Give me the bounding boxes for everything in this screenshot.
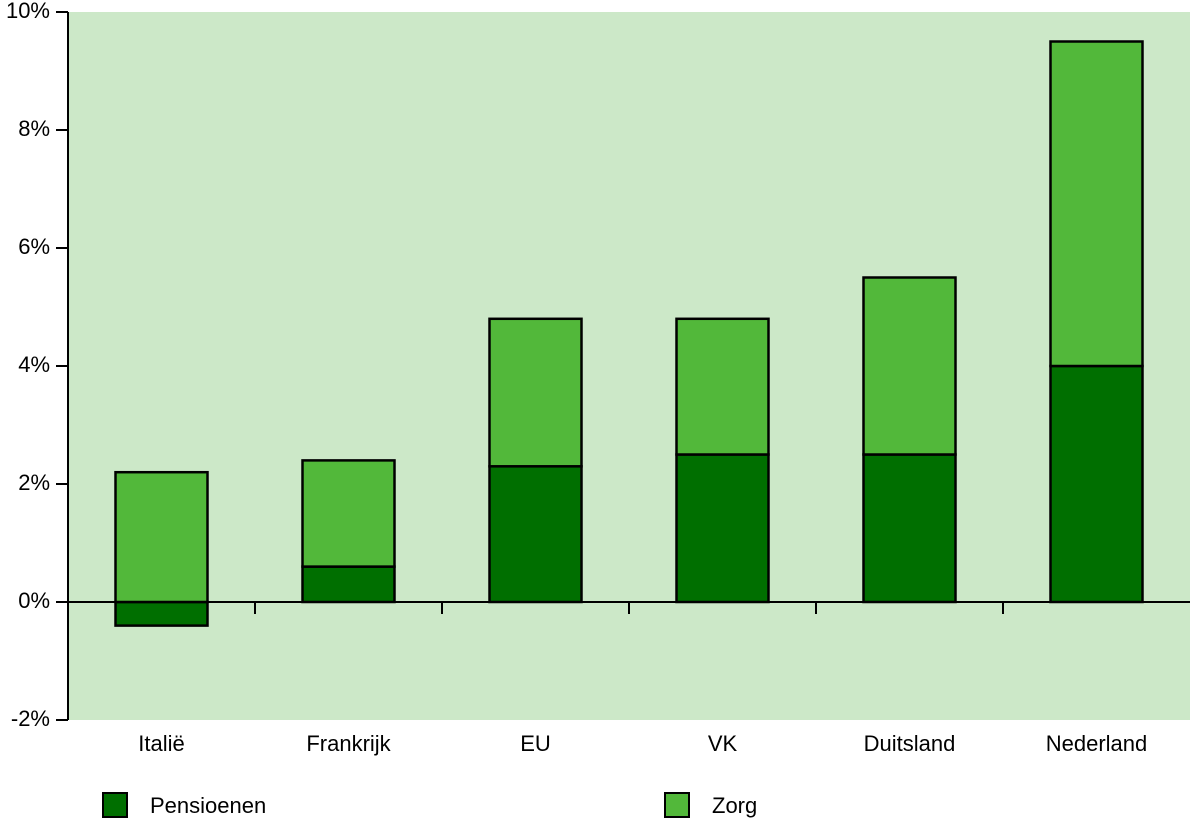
bar bbox=[1049, 364, 1144, 604]
legend-swatch bbox=[664, 792, 690, 818]
x-tick-label: Italië bbox=[138, 731, 184, 756]
x-tick-label: Nederland bbox=[1046, 731, 1148, 756]
bar bbox=[488, 465, 583, 604]
bar bbox=[301, 459, 396, 568]
bar bbox=[675, 453, 770, 604]
x-tick-label: Frankrijk bbox=[306, 731, 391, 756]
bar bbox=[675, 317, 770, 456]
bar bbox=[1049, 40, 1144, 368]
bar bbox=[862, 453, 957, 604]
bar bbox=[301, 565, 396, 604]
bar bbox=[862, 276, 957, 456]
bar bbox=[488, 317, 583, 468]
y-tick-label: 8% bbox=[18, 116, 50, 141]
y-tick-label: 10% bbox=[6, 0, 50, 23]
y-tick-label: -2% bbox=[11, 706, 50, 731]
y-tick-label: 6% bbox=[18, 234, 50, 259]
y-tick-label: 2% bbox=[18, 470, 50, 495]
legend-swatch bbox=[102, 792, 128, 818]
bar bbox=[114, 470, 209, 604]
x-tick-label: Duitsland bbox=[864, 731, 956, 756]
y-tick-label: 4% bbox=[18, 352, 50, 377]
x-tick-label: VK bbox=[708, 731, 738, 756]
x-tick-label: EU bbox=[520, 731, 551, 756]
y-tick-label: 0% bbox=[18, 588, 50, 613]
legend-label: Pensioenen bbox=[150, 793, 266, 818]
bar bbox=[114, 600, 209, 627]
legend-label: Zorg bbox=[712, 793, 757, 818]
